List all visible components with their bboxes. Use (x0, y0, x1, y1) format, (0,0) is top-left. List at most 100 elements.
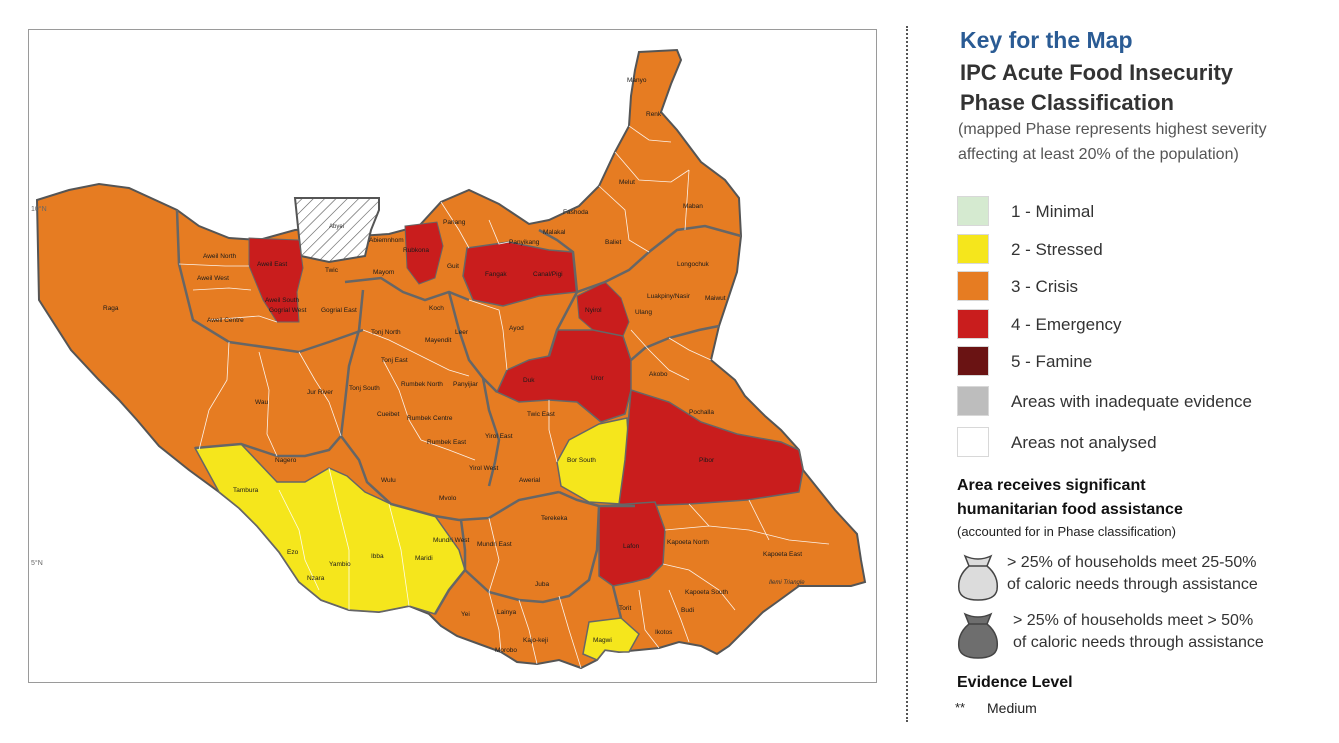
evidence-stars: ** (955, 700, 966, 715)
rubkona-emergency (404, 221, 444, 285)
legend-label: 3 - Crisis (1011, 277, 1079, 296)
county-label-morobo: Morobo (495, 647, 517, 654)
county-label-juba: Juba (535, 581, 549, 588)
aweil-east-emergency (248, 237, 304, 323)
county-label-panyikang: Panyikang (509, 239, 540, 246)
county-label-kajo-keji: Kajo-keji (523, 637, 548, 644)
county-label-panang: Panang (443, 219, 466, 226)
assistance-title-1: Area receives significant (957, 477, 1146, 494)
legend-swatch (957, 309, 989, 339)
county-label-melut: Melut (619, 179, 635, 186)
legend-ipc-title-2: Phase Classification (960, 90, 1174, 115)
county-label-aweil-west: Aweil West (197, 275, 229, 282)
county-label-ezo: Ezo (287, 549, 299, 556)
county-label-mvolo: Mvolo (439, 495, 457, 502)
county-label-rumbek-north: Rumbek North (401, 381, 443, 388)
county-label-aweil-south: Aweil South (265, 297, 300, 304)
legend-label: 1 - Minimal (1011, 202, 1095, 221)
county-label-fangak: Fangak (485, 271, 507, 278)
legend-label: 2 - Stressed (1011, 240, 1103, 259)
county-label-leer: Leer (455, 329, 469, 336)
county-label-magwi: Magwi (593, 637, 612, 644)
county-label-maiwut: Maiwut (705, 295, 726, 302)
legend-swatch (957, 234, 989, 264)
county-label-mundri-west: Mundri West (433, 537, 470, 544)
county-label-budi: Budi (681, 607, 694, 614)
county-label-aweil-centre: Aweil Centre (207, 317, 244, 324)
legend-item-5-famine: 5 - Famine (957, 346, 1297, 376)
county-label-canal-pigi: Canal/Pigi (533, 271, 563, 278)
county-label-wulu: Wulu (381, 477, 396, 484)
county-label-ulang: Ulang (635, 309, 652, 316)
abyei-label: Abyei (329, 224, 344, 230)
legend-item-areas-with-inadequate-evidence: Areas with inadequate evidence (957, 386, 1297, 416)
county-label-twic-east: Twic East (527, 411, 555, 418)
county-label-ikotos: Ikotos (655, 629, 673, 636)
legend-item-2-stressed: 2 - Stressed (957, 234, 1297, 264)
county-labels: Manyo Renk Melut Maban Fashoda Panang Malakal B… (103, 77, 802, 654)
county-label-nzara: Nzara (307, 575, 325, 582)
legend-swatch (957, 346, 989, 376)
county-label-bor-south: Bor South (567, 457, 596, 464)
fangak-canal-emergency (462, 241, 578, 307)
county-label-lafon: Lafon (623, 543, 640, 550)
assistance-item-1-line1: > 25% of households meet 25-50% (1007, 554, 1257, 571)
county-label-gogrial-west: Gogrial West (269, 307, 307, 314)
legend-swatch (957, 271, 989, 301)
legend-swatch (957, 386, 989, 416)
county-label-mundri-east: Mundri East (477, 541, 512, 548)
ipc-map: Abyei (28, 29, 877, 683)
legend-swatch (957, 427, 989, 457)
county-label-pochalla: Pochalla (689, 409, 714, 416)
county-label-fashoda: Fashoda (563, 209, 589, 216)
county-label-torit: Torit (619, 605, 631, 612)
legend-item-4-emergency: 4 - Emergency (957, 309, 1297, 339)
county-label-raga: Raga (103, 305, 119, 312)
county-label-kapoeta-east: Kapoeta East (763, 551, 802, 558)
county-label-wau: Wau (255, 399, 269, 406)
county-label-yei: Yei (461, 611, 470, 618)
county-label-baliet: Baliet (605, 239, 621, 246)
county-label-mayom: Mayom (373, 269, 394, 276)
county-label-terekeka: Terekeka (541, 515, 568, 522)
county-label-yambio: Yambio (329, 561, 351, 568)
county-label-longochuk: Longochuk (677, 261, 710, 268)
county-label-renk: Renk (646, 111, 662, 118)
assistance-item-1-line2: of caloric needs through assistance (1007, 576, 1258, 593)
abyei-area (293, 197, 380, 264)
county-label-pibor: Pibor (699, 457, 715, 464)
legend-divider (906, 26, 908, 722)
county-label-malakal: Malakal (543, 229, 566, 236)
lafon-emergency (598, 501, 666, 587)
county-label-rumbek-centre: Rumbek Centre (407, 415, 453, 422)
magwi-stressed (582, 617, 640, 661)
county-label-abiemnhom: Abiemnhom (369, 237, 404, 244)
legend-label: Areas not analysed (1011, 433, 1157, 452)
legend-item-1-minimal: 1 - Minimal (957, 196, 1297, 226)
county-label-guit: Guit (447, 263, 459, 270)
light-food-bag-icon (957, 554, 999, 601)
duk-uror-emergency (496, 329, 632, 423)
county-label-kapoeta-south: Kapoeta South (685, 589, 728, 596)
county-label-uror: Uror (591, 375, 604, 382)
county-label-tonj-south: Tonj South (349, 385, 380, 392)
legend-note-2: affecting at least 20% of the population… (958, 146, 1239, 163)
ilemi-label: Ilemi Triangle (769, 580, 805, 586)
county-label-tambura: Tambura (233, 487, 259, 494)
legend-ipc-title-1: IPC Acute Food Insecurity (960, 60, 1234, 85)
county-label-tonj-east: Tonj East (381, 357, 408, 364)
legend-key-title: Key for the Map (960, 27, 1133, 53)
legend-item-3-crisis: 3 - Crisis (957, 271, 1297, 301)
assistance-item-2-line2: of caloric needs through assistance (1013, 634, 1264, 651)
county-label-akobo: Akobo (649, 371, 668, 378)
evidence-level-title: Evidence Level (957, 674, 1073, 691)
county-label-luakpiny-nasir: Luakpiny/Nasir (647, 293, 691, 300)
county-label-rubkona: Rubkona (403, 247, 429, 254)
county-label-maridi: Maridi (415, 555, 433, 562)
nyirol-emergency (576, 281, 630, 337)
county-label-nagero: Nagero (275, 457, 297, 464)
assistance-title-2: humanitarian food assistance (957, 501, 1183, 518)
county-label-yirol-east: Yirol East (485, 433, 513, 440)
latitude-label-10n: 10°N (31, 206, 47, 213)
county-label-koch: Koch (429, 305, 444, 312)
